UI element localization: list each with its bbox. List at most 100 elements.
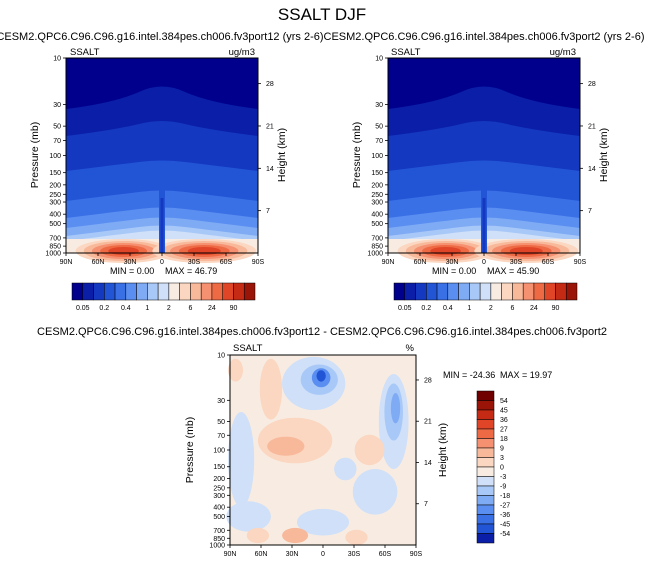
colorbar-cell — [447, 282, 459, 301]
diff-negative — [316, 370, 326, 382]
panel-diff-min: MIN = -24.36 — [443, 370, 495, 380]
panel-right: CESM2.QPC6.C96.C96.g16.intel.384pes.ch00… — [324, 31, 645, 276]
xtick-label: 30N — [446, 259, 459, 266]
colorbar-cell — [476, 533, 495, 544]
colorbar-cell — [522, 282, 535, 301]
ytick-label: 1000 — [367, 251, 383, 258]
colorbar-cell — [93, 282, 105, 301]
panel-right-units: ug/m3 — [550, 47, 576, 58]
surface-maximum — [430, 247, 461, 255]
colorbar-cell — [222, 282, 234, 301]
colorbar-label: 2 — [489, 305, 493, 312]
colorbar-cell — [501, 282, 513, 301]
colorbar-cell — [179, 282, 191, 301]
diff-positive — [228, 358, 244, 382]
diff-positive — [282, 527, 309, 544]
colorbar-cell — [404, 282, 416, 301]
colorbar-cell — [512, 282, 524, 301]
panel-left-field — [66, 58, 258, 263]
panel-left-right-label: Height (km) — [276, 128, 288, 182]
panel-diff-max: MAX = 19.97 — [500, 370, 552, 380]
colorbar-label: 1 — [145, 305, 149, 312]
colorbar-cell — [393, 282, 406, 301]
diff-negative — [334, 457, 357, 481]
colorbar-label: 2 — [167, 305, 171, 312]
xtick-label: 30N — [286, 551, 299, 558]
colorbar-cell — [71, 282, 84, 301]
ytick-label: 200 — [49, 182, 61, 189]
diff-negative — [296, 508, 350, 536]
colorbar-cell — [476, 409, 495, 420]
colorbar-cell — [476, 400, 495, 411]
ytick-label: 250 — [49, 192, 61, 199]
rtick-label: 7 — [588, 208, 592, 215]
panel-right-xticks: 90N 60N 30N 0 30S 60S 90S — [382, 253, 587, 266]
panel-left-min: MIN = 0.00 — [110, 266, 154, 276]
ytick-label: 200 — [213, 476, 225, 483]
xtick-label: 30S — [510, 259, 523, 266]
colorbar-label: 90 — [552, 305, 560, 312]
colorbar-label: 1 — [467, 305, 471, 312]
colorbar-cell — [476, 485, 495, 496]
colorbar-label: -54 — [500, 531, 510, 538]
panel-diff-var-label: SSALT — [233, 343, 263, 354]
xtick-label: 90S — [410, 551, 423, 558]
equator-core — [482, 198, 486, 253]
diff-positive — [267, 436, 305, 456]
colorbar-cell — [555, 282, 567, 301]
panel-right-right-label: Height (km) — [598, 128, 610, 182]
diff-positive — [259, 358, 283, 420]
xtick-label: 90N — [224, 551, 237, 558]
panel-diff-field — [226, 355, 416, 546]
panel-diff-title: CESM2.QPC6.C96.C96.g16.intel.384pes.ch00… — [37, 326, 607, 338]
colorbar-cell — [544, 282, 556, 301]
equator-core — [160, 198, 164, 253]
colorbar-label: 24 — [208, 305, 216, 312]
colorbar-cell — [469, 282, 481, 301]
surface-maximum — [509, 247, 543, 255]
rtick-label: 21 — [266, 123, 274, 130]
ytick-label: 30 — [53, 102, 61, 109]
colorbar-label: 0 — [500, 465, 504, 472]
ytick-label: 300 — [371, 200, 383, 207]
colorbar-cell — [415, 282, 427, 301]
ytick-label: 300 — [49, 200, 61, 207]
colorbar-label: 3 — [500, 455, 504, 462]
colorbar-label: 9 — [500, 446, 504, 453]
ytick-label: 850 — [213, 536, 225, 543]
colorbar-left: 0.05 0.2 0.4 1 2 6 24 90 — [71, 282, 256, 312]
colorbar-label: 24 — [530, 305, 538, 312]
panel-diff-xticks: 90N 60N 30N 0 30S 60S 90S — [224, 545, 423, 558]
rtick-label: 7 — [266, 208, 270, 215]
colorbar-cell — [476, 447, 495, 458]
diff-positive — [246, 527, 270, 544]
xtick-label: 0 — [482, 259, 486, 266]
ytick-label: 400 — [371, 212, 383, 219]
ytick-label: 1000 — [209, 543, 225, 550]
ytick-label: 700 — [49, 235, 61, 242]
diff-negative — [228, 412, 255, 507]
panel-left-var-label: SSALT — [70, 47, 100, 58]
ytick-label: 30 — [375, 102, 383, 109]
colorbar-cell — [476, 466, 495, 477]
panel-diff-rticks: 28 21 14 7 — [416, 377, 432, 508]
colorbar-right: 0.05 0.2 0.4 1 2 6 24 90 — [393, 282, 578, 312]
colorbar-cell — [436, 282, 449, 301]
xtick-label: 60S — [220, 259, 233, 266]
colorbar-label: 45 — [500, 408, 508, 415]
xtick-label: 30S — [348, 551, 361, 558]
ytick-label: 150 — [49, 170, 61, 177]
panel-left-rticks: 28 21 14 7 — [258, 81, 274, 215]
colorbar-label: 0.05 — [76, 305, 90, 312]
colorbar-label: -45 — [500, 522, 510, 529]
rtick-label: 21 — [424, 419, 432, 426]
ytick-label: 850 — [49, 244, 61, 251]
rtick-label: 7 — [424, 501, 428, 508]
colorbar-label: 36 — [500, 417, 508, 424]
ytick-label: 50 — [53, 124, 61, 131]
diff-negative — [352, 469, 398, 515]
